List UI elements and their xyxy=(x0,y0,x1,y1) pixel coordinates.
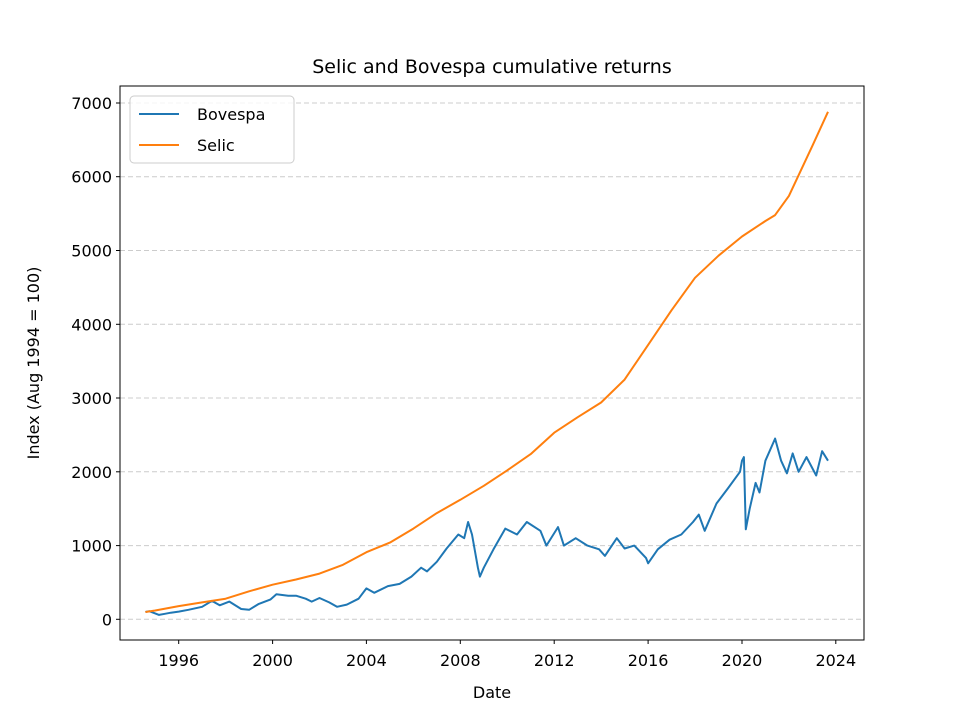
y-tick-label: 5000 xyxy=(71,242,112,261)
y-axis: 0 1000 2000 3000 4000 5000 6000 7000 xyxy=(71,94,120,629)
x-axis-label: Date xyxy=(473,683,511,702)
x-axis: 1996 2000 2004 2008 2012 2016 2020 2024 xyxy=(158,640,856,670)
y-tick-label: 4000 xyxy=(71,315,112,334)
y-tick-label: 2000 xyxy=(71,463,112,482)
series-line-bovespa xyxy=(145,437,829,616)
x-tick-label: 2004 xyxy=(346,651,387,670)
legend-label-selic: Selic xyxy=(197,136,235,155)
chart-title: Selic and Bovespa cumulative returns xyxy=(312,56,671,78)
y-axis-label: Index (Aug 1994 = 100) xyxy=(24,267,43,460)
legend-label-bovespa: Bovespa xyxy=(197,105,265,124)
y-tick-label: 6000 xyxy=(71,168,112,187)
plot-frame xyxy=(119,85,865,641)
x-tick-label: 2008 xyxy=(440,651,481,670)
x-tick-label: 2012 xyxy=(534,651,575,670)
series-layer xyxy=(145,111,829,616)
y-tick-label: 3000 xyxy=(71,389,112,408)
y-tick-label: 0 xyxy=(102,610,112,629)
x-tick-label: 2016 xyxy=(628,651,669,670)
x-tick-label: 2000 xyxy=(252,651,293,670)
legend-box xyxy=(129,95,295,164)
x-tick-label: 2020 xyxy=(722,651,763,670)
x-tick-label: 2024 xyxy=(815,651,856,670)
legend: Bovespa Selic xyxy=(129,95,295,164)
y-tick-label: 1000 xyxy=(71,537,112,556)
y-tick-label: 7000 xyxy=(71,94,112,113)
x-tick-label: 1996 xyxy=(158,651,199,670)
series-line-selic xyxy=(145,111,829,613)
